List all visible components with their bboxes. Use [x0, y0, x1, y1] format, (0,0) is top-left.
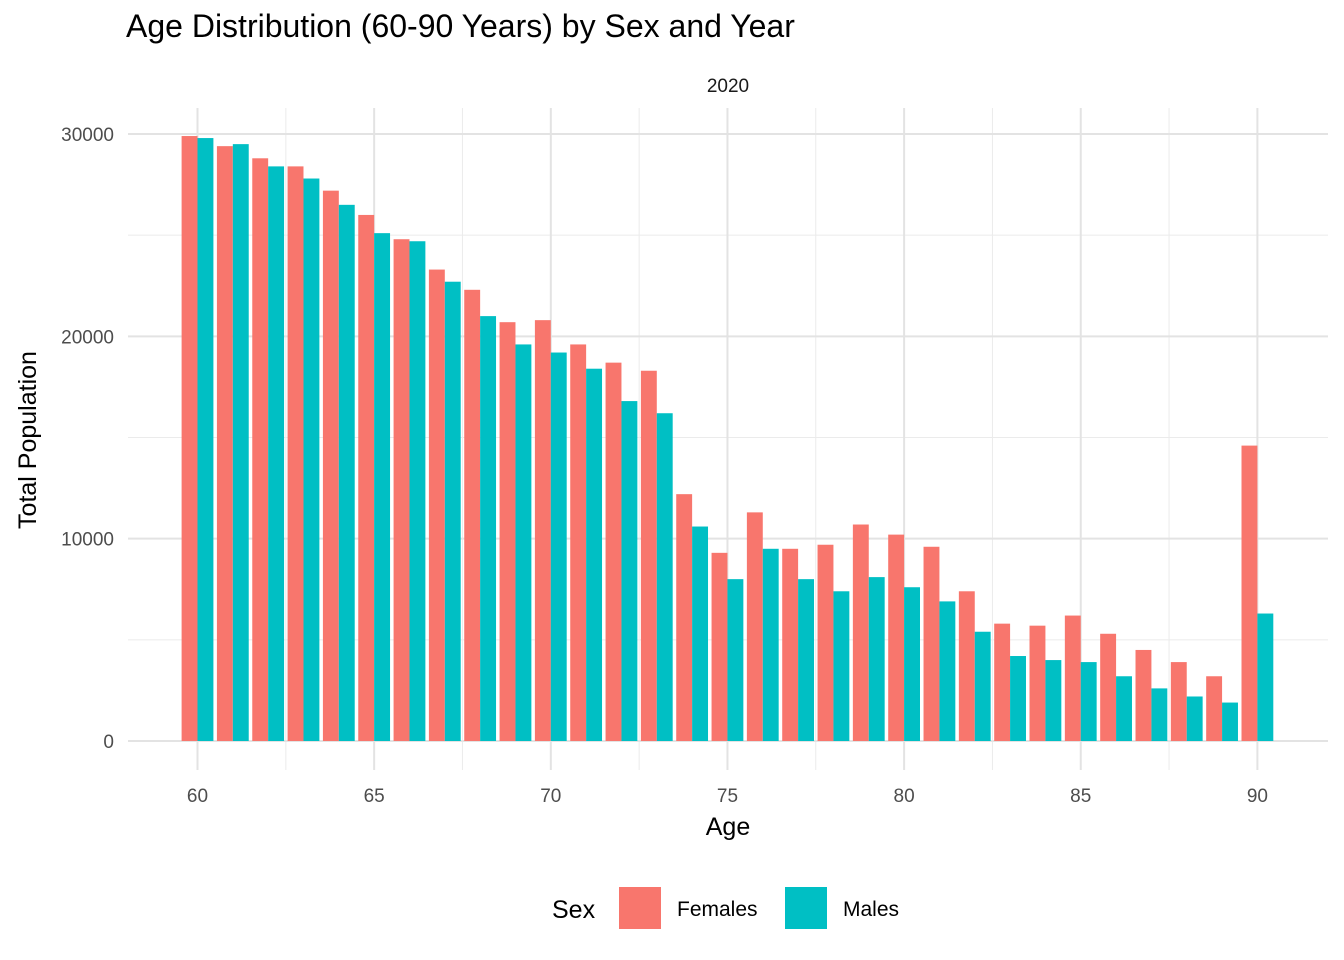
bar-males-age-90 — [1257, 613, 1274, 741]
bar-males-age-83 — [1010, 656, 1026, 741]
y-axis-ticks: 0 10000 20000 30000 — [61, 125, 114, 753]
bars — [181, 136, 1274, 742]
bar-males-age-64 — [338, 204, 355, 741]
bar-females-age-82 — [958, 591, 975, 741]
x-tick-label: 60 — [187, 786, 208, 807]
bar-females-age-64 — [322, 190, 339, 741]
bar-males-age-68 — [480, 316, 497, 741]
bar-females-age-78 — [817, 544, 834, 741]
legend-swatch-females — [619, 887, 661, 929]
bar-females-age-79 — [852, 524, 869, 741]
bar-females-age-70 — [534, 320, 551, 741]
bar-females-age-67 — [428, 269, 445, 741]
bar-females-age-89 — [1206, 676, 1223, 741]
bar-females-age-66 — [393, 239, 410, 741]
x-axis-title: Age — [706, 813, 750, 841]
bar-males-age-78 — [833, 591, 850, 741]
bar-females-age-62 — [252, 158, 269, 742]
bar-males-age-86 — [1116, 676, 1132, 741]
x-axis-ticks: 60 65 70 75 80 85 90 — [187, 786, 1268, 807]
bar-females-age-60 — [181, 136, 198, 741]
legend-label-females: Females — [677, 898, 758, 921]
bar-males-age-80 — [904, 587, 920, 741]
bar-females-age-69 — [499, 322, 516, 741]
y-axis-title: Total Population — [14, 351, 42, 529]
bar-females-age-68 — [464, 289, 481, 741]
bar-females-age-77 — [782, 548, 799, 741]
bar-females-age-87 — [1135, 649, 1152, 741]
bar-males-age-60 — [197, 138, 214, 741]
bar-males-age-77 — [798, 579, 815, 741]
bar-males-age-67 — [444, 281, 461, 741]
y-tick-label: 20000 — [61, 327, 114, 348]
bar-females-age-86 — [1100, 633, 1117, 741]
legend-swatch-males — [785, 887, 827, 929]
bar-males-age-79 — [868, 577, 885, 741]
bar-females-age-83 — [994, 623, 1011, 741]
bar-females-age-73 — [640, 370, 657, 741]
bar-females-age-88 — [1170, 662, 1187, 741]
y-tick-label: 30000 — [61, 125, 114, 146]
bar-males-age-74 — [692, 526, 709, 741]
y-tick-label: 0 — [103, 732, 114, 753]
bar-males-age-76 — [762, 548, 779, 741]
bar-males-age-69 — [515, 344, 532, 741]
y-tick-label: 10000 — [61, 530, 114, 551]
bar-females-age-65 — [358, 214, 375, 741]
bar-males-age-75 — [727, 579, 744, 741]
chart-title: Age Distribution (60-90 Years) by Sex an… — [126, 8, 795, 44]
bar-females-age-74 — [676, 494, 693, 741]
bar-males-age-84 — [1045, 660, 1062, 741]
bar-females-age-63 — [287, 166, 304, 741]
bar-females-age-71 — [570, 344, 587, 741]
bar-females-age-84 — [1029, 625, 1046, 741]
legend-title: Sex — [552, 896, 596, 924]
bar-females-age-75 — [711, 552, 728, 741]
x-tick-label: 80 — [894, 786, 915, 807]
x-tick-label: 85 — [1070, 786, 1091, 807]
bar-males-age-62 — [268, 166, 285, 741]
bar-males-age-73 — [656, 413, 673, 741]
bar-females-age-72 — [605, 362, 622, 741]
bar-males-age-87 — [1151, 688, 1168, 741]
bar-males-age-82 — [974, 631, 991, 741]
bar-females-age-80 — [888, 534, 905, 741]
x-tick-label: 90 — [1247, 786, 1268, 807]
bar-females-age-76 — [746, 512, 763, 741]
bar-males-age-70 — [550, 352, 567, 741]
bar-females-age-61 — [216, 146, 233, 741]
bar-males-age-72 — [621, 401, 638, 741]
legend-label-males: Males — [843, 898, 899, 921]
bar-males-age-61 — [232, 144, 249, 741]
bar-males-age-71 — [586, 368, 603, 741]
bar-males-age-81 — [939, 601, 956, 741]
bar-males-age-63 — [303, 178, 320, 741]
bar-females-age-81 — [923, 546, 940, 741]
legend: Sex Females Males — [552, 887, 899, 929]
x-tick-label: 70 — [540, 786, 561, 807]
bar-females-age-85 — [1064, 615, 1081, 741]
bar-males-age-65 — [374, 233, 391, 741]
bar-males-age-89 — [1222, 702, 1238, 741]
bar-males-age-88 — [1186, 696, 1203, 741]
x-tick-label: 65 — [364, 786, 385, 807]
bar-females-age-90 — [1241, 445, 1258, 741]
facet-label: 2020 — [707, 76, 749, 97]
bar-males-age-85 — [1080, 662, 1097, 741]
bar-males-age-66 — [409, 241, 426, 742]
x-tick-label: 75 — [717, 786, 738, 807]
